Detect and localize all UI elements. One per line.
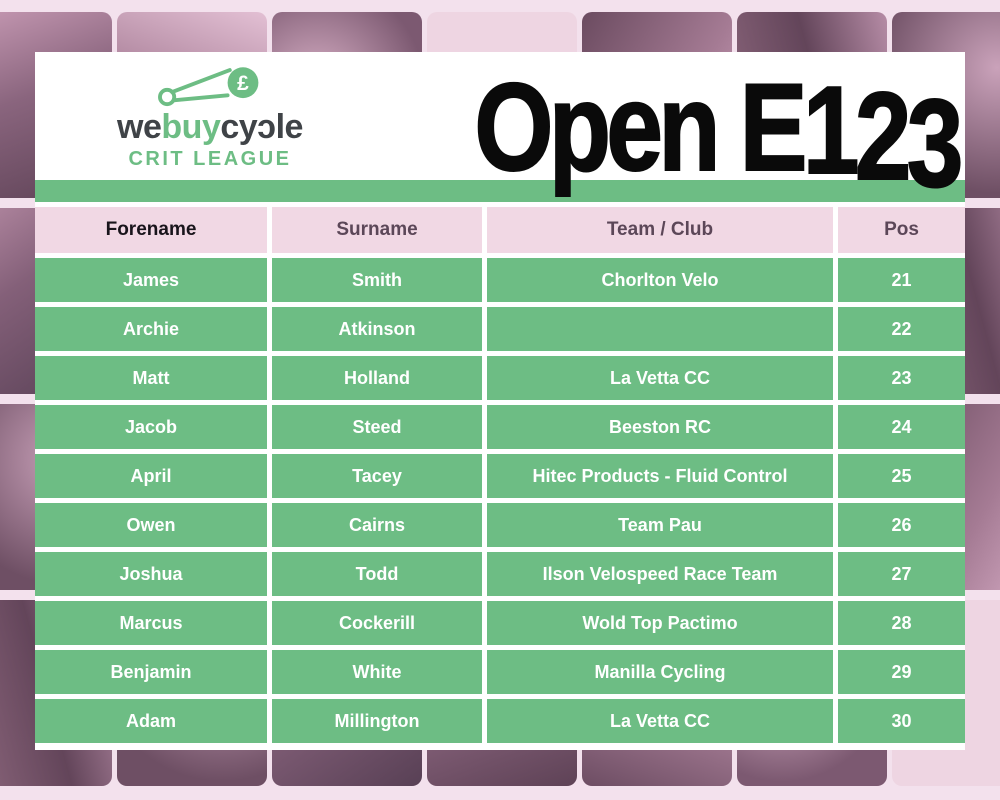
table-cell-surname: Steed — [272, 405, 482, 449]
table-cell-pos: 21 — [838, 258, 965, 302]
table-cell-surname: Tacey — [272, 454, 482, 498]
table-cell-team — [487, 307, 833, 351]
table-cell-surname: White — [272, 650, 482, 694]
table-cell-team: Beeston RC — [487, 405, 833, 449]
brand-tagline: CRIT LEAGUE — [128, 147, 292, 170]
table-cell-pos: 24 — [838, 405, 965, 449]
table-cell-pos: 22 — [838, 307, 965, 351]
table-cell-forename: Adam — [35, 699, 267, 743]
pound-symbol: £ — [237, 72, 249, 95]
table-cell-surname: Millington — [272, 699, 482, 743]
table-cell-pos: 28 — [838, 601, 965, 645]
table-cell-surname: Smith — [272, 258, 482, 302]
table-cell-team: Manilla Cycling — [487, 650, 833, 694]
page-title: Open E123 — [474, 59, 965, 213]
table-cell-surname: Holland — [272, 356, 482, 400]
table-cell-team: Hitec Products - Fluid Control — [487, 454, 833, 498]
table-cell-surname: Cockerill — [272, 601, 482, 645]
table-cell-surname: Atkinson — [272, 307, 482, 351]
table-cell-team: Wold Top Pactimo — [487, 601, 833, 645]
table-cell-team: La Vetta CC — [487, 699, 833, 743]
brand-word-cycle: cyɔle — [220, 108, 303, 146]
brand-wordmark: webuycyɔle — [117, 108, 303, 146]
table-cell-forename: Marcus — [35, 601, 267, 645]
column-header-team: Team / Club — [487, 207, 833, 253]
table-cell-pos: 29 — [838, 650, 965, 694]
table-cell-surname: Cairns — [272, 503, 482, 547]
table-cell-pos: 27 — [838, 552, 965, 596]
brand-word-buy: buy — [161, 108, 221, 146]
brand-word-we: we — [117, 108, 162, 146]
table-cell-pos: 26 — [838, 503, 965, 547]
table-cell-forename: Archie — [35, 307, 267, 351]
table-cell-pos: 30 — [838, 699, 965, 743]
card-header: £ webuycyɔle CRIT LEAGUE Open E123 — [35, 52, 965, 207]
table-cell-forename: Owen — [35, 503, 267, 547]
table-cell-forename: April — [35, 454, 267, 498]
table-cell-pos: 23 — [838, 356, 965, 400]
table-cell-forename: Matt — [35, 356, 267, 400]
table-cell-forename: Benjamin — [35, 650, 267, 694]
green-stripe — [35, 180, 965, 202]
results-table: Forename Surname Team / Club Pos James Sm… — [35, 207, 965, 743]
table-cell-pos: 25 — [838, 454, 965, 498]
pound-coin-pin-icon: £ — [158, 67, 259, 107]
table-cell-team: Team Pau — [487, 503, 833, 547]
table-cell-team: Chorlton Velo — [487, 258, 833, 302]
results-card: £ webuycyɔle CRIT LEAGUE Open E123 Foren… — [35, 52, 965, 750]
column-header-surname: Surname — [272, 207, 482, 253]
table-cell-forename: James — [35, 258, 267, 302]
table-cell-surname: Todd — [272, 552, 482, 596]
column-header-forename: Forename — [35, 207, 267, 253]
column-header-pos: Pos — [838, 207, 965, 253]
brand-logo: £ webuycyɔle CRIT LEAGUE — [90, 64, 330, 171]
table-cell-forename: Jacob — [35, 405, 267, 449]
table-cell-team: La Vetta CC — [487, 356, 833, 400]
table-cell-forename: Joshua — [35, 552, 267, 596]
table-cell-team: Ilson Velospeed Race Team — [487, 552, 833, 596]
